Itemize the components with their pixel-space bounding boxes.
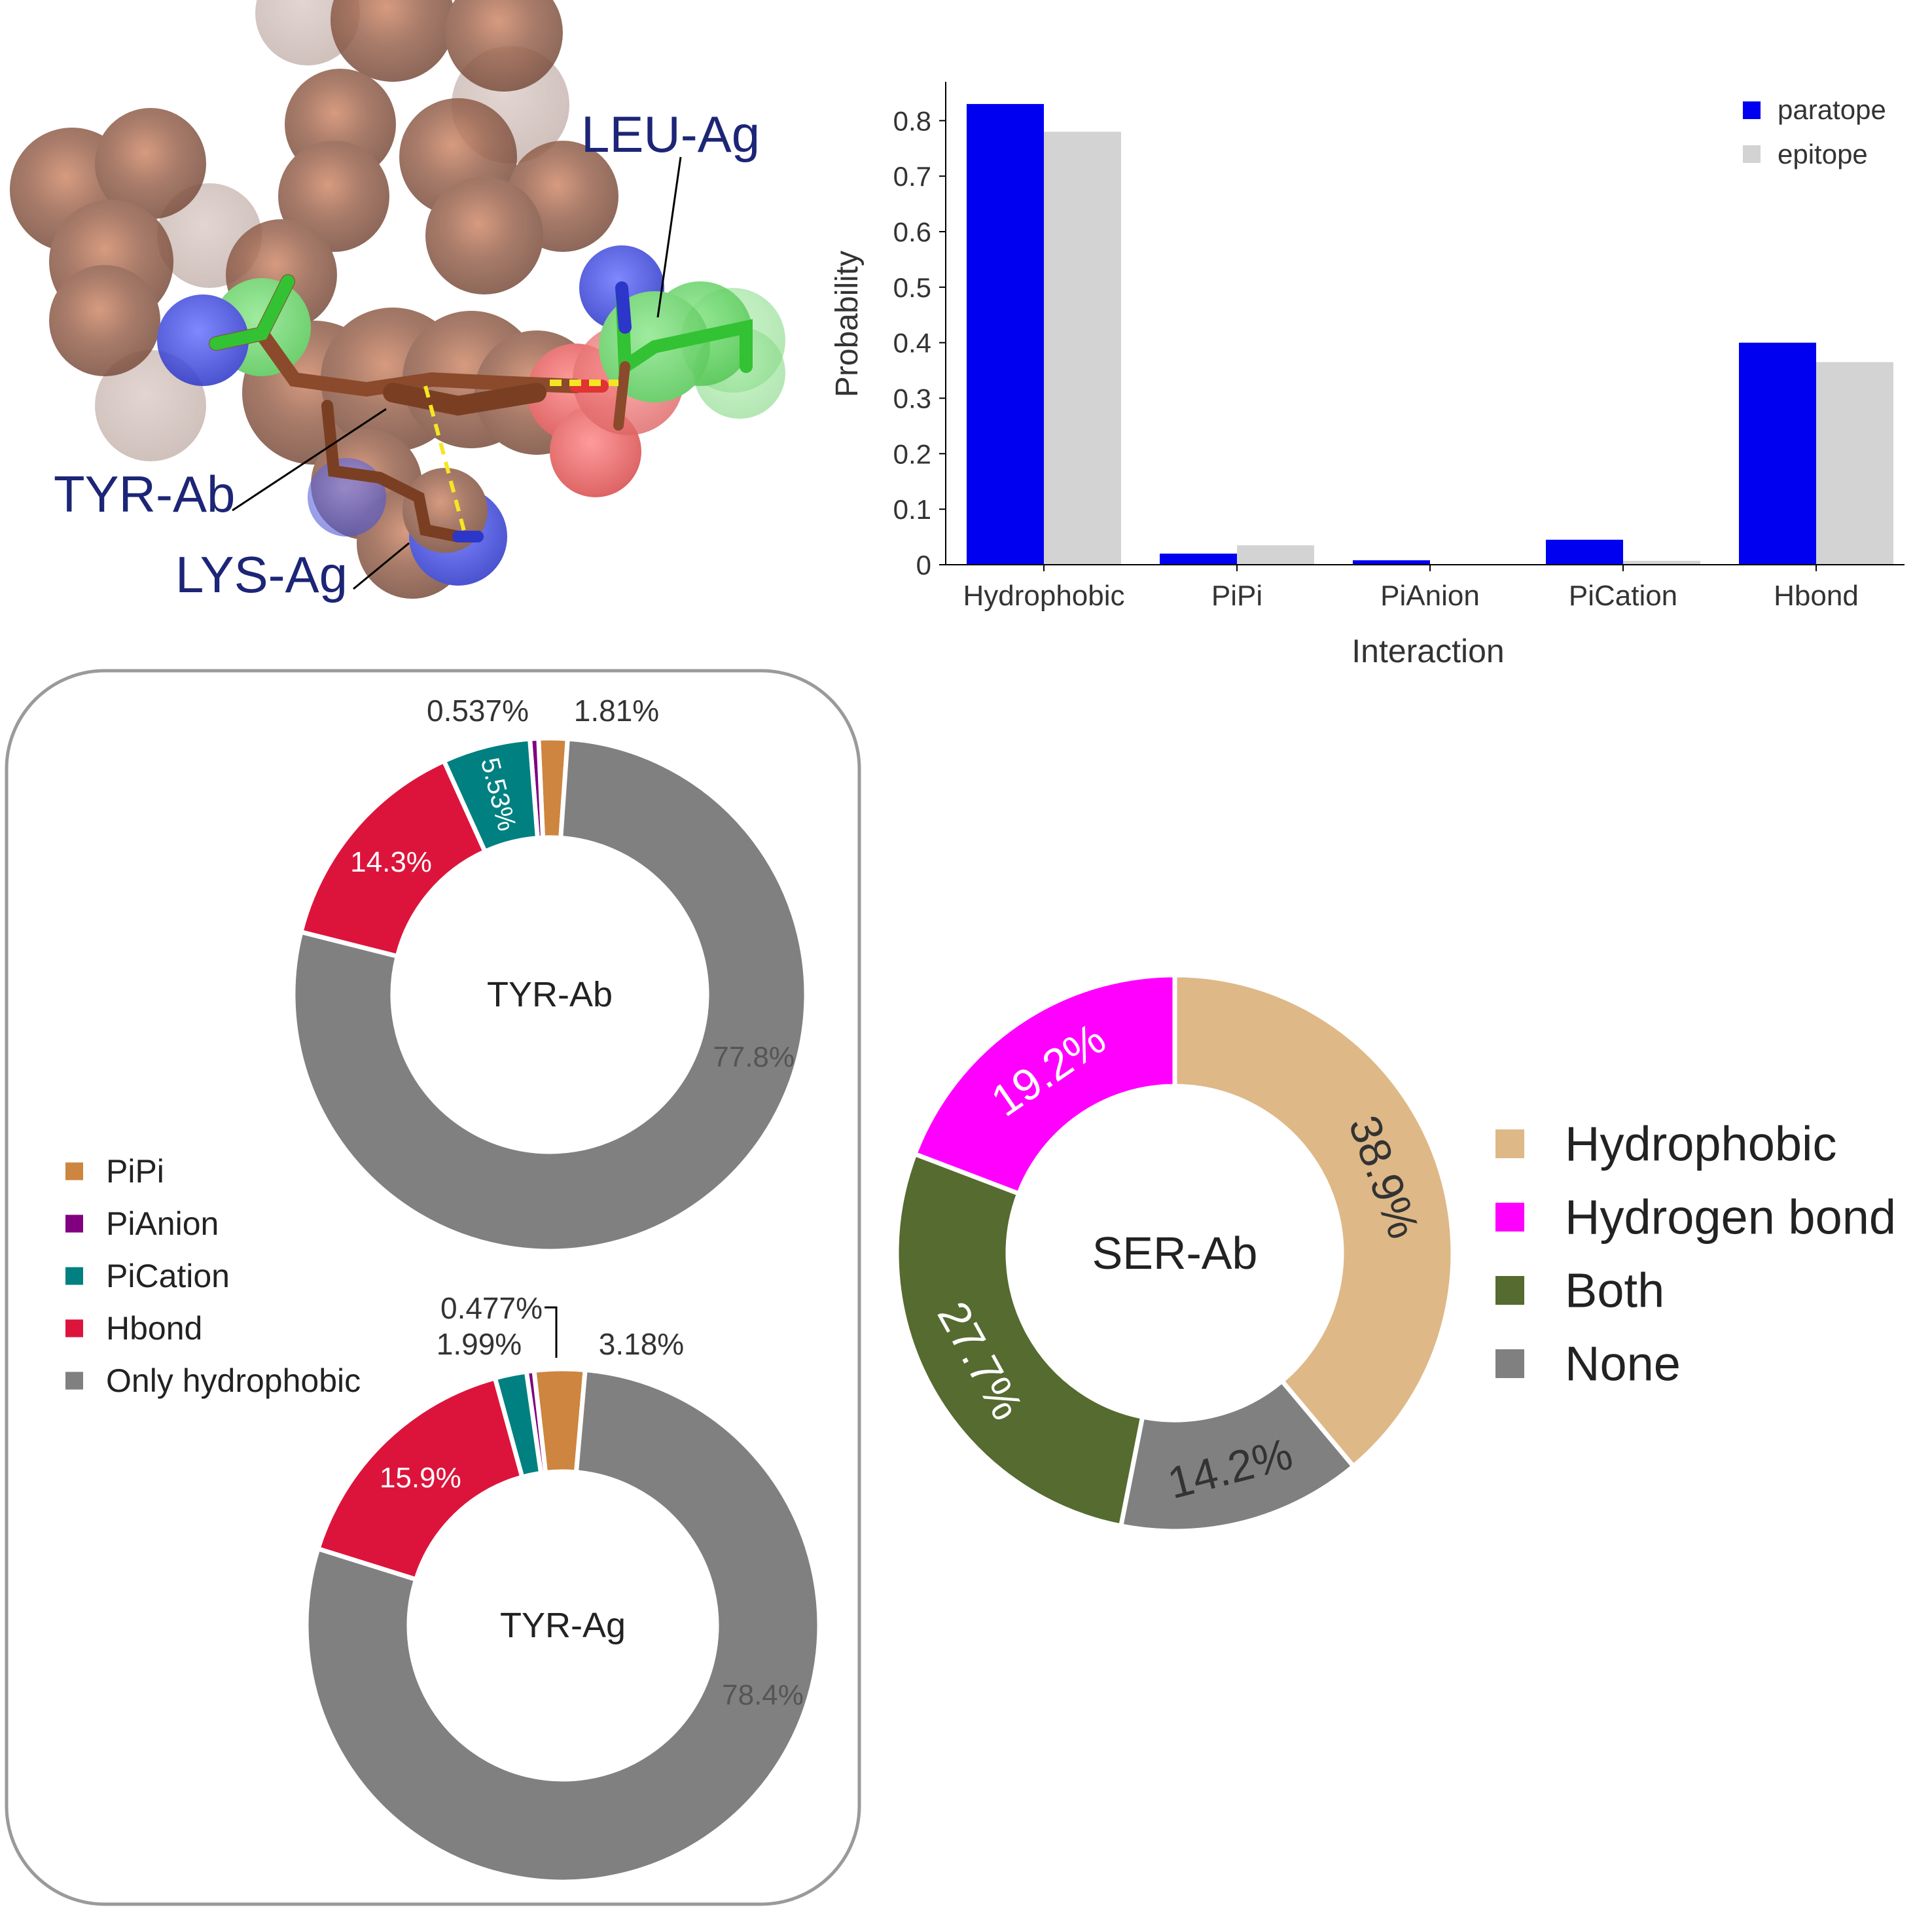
slice-only-hydrophobic xyxy=(304,1367,822,1885)
y-tick-label: 0.6 xyxy=(893,217,931,247)
y-tick-label: 0 xyxy=(916,550,931,580)
molecule-panel: LEU-Ag TYR-Ab LYS-Ag xyxy=(10,0,785,603)
slice-both xyxy=(894,1151,1145,1529)
bar-epitope-pication xyxy=(1623,561,1700,565)
bar-legend: paratope epitope xyxy=(1743,94,1886,169)
bar-paratope-pipi xyxy=(1160,554,1237,565)
molecule-label-lines xyxy=(232,156,682,590)
slice-label: 77.8% xyxy=(713,1041,795,1073)
slice-hbond xyxy=(315,1375,526,1583)
bar-paratope-pication xyxy=(1546,539,1623,565)
y-tick-label: 0.2 xyxy=(893,438,931,469)
legend-swatch-both xyxy=(1495,1276,1524,1305)
x-tick-label: Hydrophobic xyxy=(963,580,1124,612)
label-tyr-ab: TYR-Ab xyxy=(54,465,235,523)
legend-swatch-hydrophobic xyxy=(1495,1129,1524,1158)
bond-sticks xyxy=(209,274,753,542)
slice-hydrogen-bond xyxy=(912,972,1177,1197)
legend-swatch-pianion xyxy=(65,1214,83,1233)
tyr-ag-label-pianion: 0.477% xyxy=(440,1291,543,1325)
x-axis-label: Interaction xyxy=(1351,633,1504,669)
bar-chart: 0 0.1 0.2 0.3 0.4 0.5 0.6 0.7 0.8 Hydrophobic PiP… xyxy=(830,82,1905,669)
y-tick-label: 0.8 xyxy=(893,105,931,136)
slice-hydrophobic xyxy=(1172,972,1456,1470)
legend-label-hydrophobic: Hydrophobic xyxy=(1565,1117,1836,1171)
y-tick-label: 0.3 xyxy=(893,383,931,414)
legend-label-both: Both xyxy=(1565,1264,1664,1318)
legend-swatch-hbond xyxy=(65,1319,83,1338)
legend-swatch-none xyxy=(1495,1349,1524,1378)
tyr-ag-pianion-leader xyxy=(545,1306,558,1358)
bar-paratope-hydrophobic xyxy=(967,103,1044,565)
x-tick-label: PiAnion xyxy=(1380,580,1480,612)
bar-x-ticks: Hydrophobic PiPi PiAnion PiCation Hbond xyxy=(963,565,1859,612)
y-tick-label: 0.5 xyxy=(893,272,931,303)
tyr-ag-label-pication: 1.99% xyxy=(437,1327,522,1361)
legend-label-hydrogen-bond: Hydrogen bond xyxy=(1565,1190,1896,1245)
legend-swatch-hydrogen-bond xyxy=(1495,1203,1524,1232)
slice-hbond xyxy=(298,758,488,959)
slice-none xyxy=(1118,1377,1357,1534)
x-tick-label: Hbond xyxy=(1774,580,1859,612)
interaction-dashes xyxy=(423,380,618,534)
slice-label: 15.9% xyxy=(380,1462,461,1494)
legend-tyr: PiPi PiAnion PiCation Hbond Only hydrophobic xyxy=(65,1153,361,1399)
donut-center-label: SER-Ab xyxy=(1092,1228,1258,1279)
legend-swatch-only-hydrophobic xyxy=(65,1372,83,1390)
legend-label-epitope: epitope xyxy=(1778,139,1868,169)
x-tick-label: PiPi xyxy=(1211,580,1262,612)
legend-swatch-pipi xyxy=(65,1162,83,1180)
legend-label-pication: PiCation xyxy=(106,1258,230,1294)
label-lys-ag: LYS-Ag xyxy=(175,546,348,603)
label-leu-ag: LEU-Ag xyxy=(581,105,760,163)
legend-label-hbond: Hbond xyxy=(106,1310,202,1347)
donut-center-label: TYR-Ag xyxy=(500,1606,626,1645)
tyr-ab-label-pipi: 1.81% xyxy=(574,694,659,728)
tyr-panel-frame xyxy=(5,669,861,1906)
bar-paratope-pianion xyxy=(1353,560,1430,565)
bar-paratope-hbond xyxy=(1739,342,1816,565)
bar-marks xyxy=(967,103,1893,565)
legend-label-pipi: PiPi xyxy=(106,1153,164,1190)
legend-ser: Hydrophobic Hydrogen bond Both None xyxy=(1495,1117,1896,1391)
x-tick-label: PiCation xyxy=(1569,580,1677,612)
slice-label: 78.4% xyxy=(722,1679,804,1711)
legend-label-paratope: paratope xyxy=(1778,94,1886,125)
bar-epitope-pipi xyxy=(1237,545,1314,565)
donut-tyr-ag: 15.9% 78.4% TYR-Ag xyxy=(304,1366,822,1885)
slice-only-hydrophobic xyxy=(291,736,809,1254)
y-axis-label: Probability xyxy=(830,251,865,397)
legend-label-pianion: PiAnion xyxy=(106,1205,219,1242)
legend-swatch-paratope xyxy=(1743,101,1761,119)
legend-swatch-pication xyxy=(65,1267,83,1285)
y-tick-label: 0.4 xyxy=(893,328,931,359)
donut-center-label: TYR-Ab xyxy=(487,975,613,1014)
donut-tyr-ab: 5.53%14.3%77.8%TYR-Ab xyxy=(291,735,809,1254)
bar-y-ticks: 0 0.1 0.2 0.3 0.4 0.5 0.6 0.7 0.8 xyxy=(893,105,946,580)
bar-epitope-hbond xyxy=(1816,362,1893,565)
legend-swatch-epitope xyxy=(1743,145,1761,163)
y-tick-label: 0.7 xyxy=(893,161,931,192)
legend-label-only-hydrophobic: Only hydrophobic xyxy=(106,1362,361,1399)
bar-epitope-hydrophobic xyxy=(1044,132,1121,565)
tyr-ab-label-pianion: 0.537% xyxy=(427,694,529,728)
y-tick-label: 0.1 xyxy=(893,494,931,525)
legend-label-none: None xyxy=(1565,1337,1681,1391)
tyr-ag-label-pipi: 3.18% xyxy=(599,1327,684,1361)
donut-ser-ab: 38.9%14.2%27.7%19.2%SER-Ab xyxy=(894,972,1456,1534)
slice-label: 14.3% xyxy=(350,846,432,878)
